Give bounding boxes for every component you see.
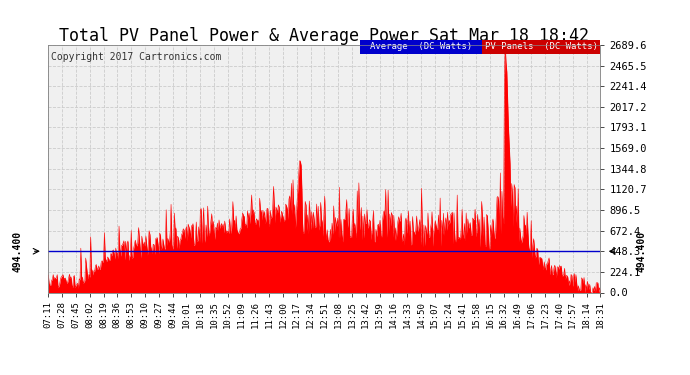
FancyBboxPatch shape: [482, 40, 600, 54]
Text: PV Panels  (DC Watts): PV Panels (DC Watts): [484, 42, 598, 51]
Title: Total PV Panel Power & Average Power Sat Mar 18 18:42: Total PV Panel Power & Average Power Sat…: [59, 27, 589, 45]
Text: Average  (DC Watts): Average (DC Watts): [370, 42, 472, 51]
Text: Copyright 2017 Cartronics.com: Copyright 2017 Cartronics.com: [51, 53, 221, 62]
Text: 494.400: 494.400: [637, 231, 647, 272]
Text: 494.400: 494.400: [13, 231, 23, 272]
FancyBboxPatch shape: [360, 40, 482, 54]
